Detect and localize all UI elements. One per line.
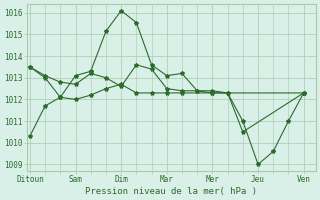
X-axis label: Pression niveau de la mer( hPa ): Pression niveau de la mer( hPa ) bbox=[85, 187, 257, 196]
